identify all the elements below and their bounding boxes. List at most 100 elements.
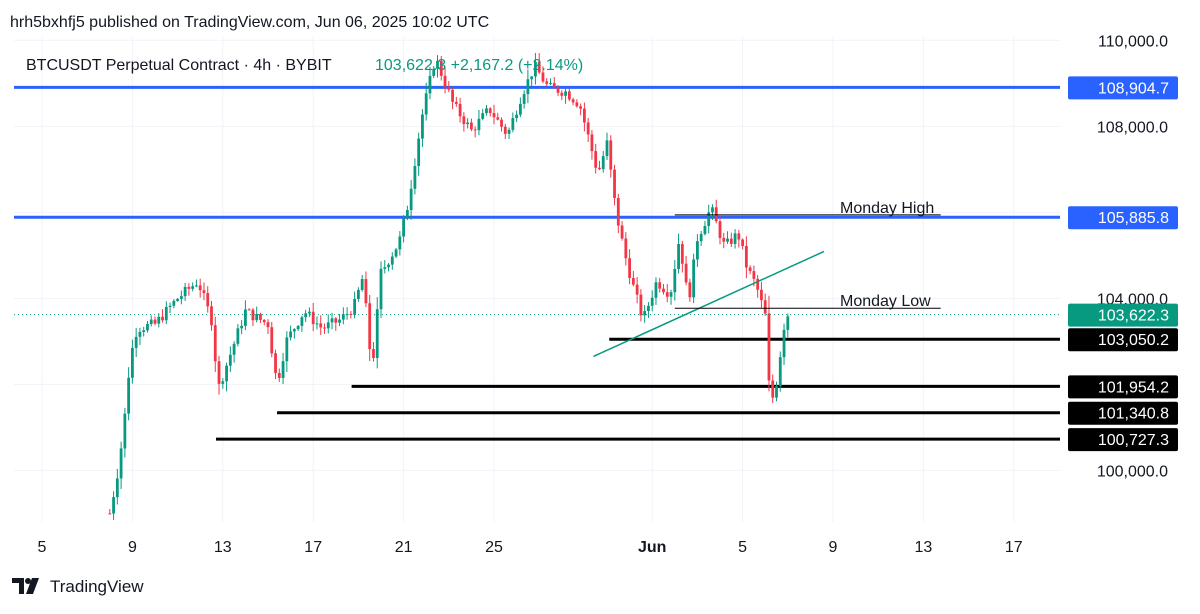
publisher-caption: hrh5bxhfj5 published on TradingView.com,…	[10, 14, 490, 31]
candle-body	[183, 286, 187, 297]
candle-body	[153, 319, 157, 324]
candle-body	[613, 169, 616, 198]
candle-body	[511, 118, 515, 130]
candle-body	[470, 122, 473, 130]
candle-body	[552, 83, 556, 88]
candle-body	[616, 197, 620, 226]
level-label-bg	[1068, 328, 1178, 352]
candle-body	[586, 122, 590, 135]
candle-body	[281, 361, 285, 378]
candle-body	[598, 167, 601, 170]
candle-body	[696, 241, 699, 260]
candle-body	[157, 316, 161, 324]
candle-body	[635, 284, 639, 295]
level-label-bg	[1068, 375, 1178, 399]
candle-body	[206, 293, 210, 307]
candle-body	[771, 380, 775, 398]
level-label-bg	[1068, 76, 1178, 100]
candle-body	[405, 210, 409, 219]
candle-body	[127, 377, 131, 414]
trendline	[593, 250, 825, 358]
candle-body	[142, 330, 146, 332]
candle-body	[424, 93, 428, 115]
candle-body	[364, 279, 368, 304]
candle-body	[236, 328, 240, 344]
level-label-bg	[1068, 206, 1178, 230]
candle-body	[647, 305, 650, 312]
price-tick-label: 110,000.0	[1098, 33, 1168, 50]
candle-body	[692, 259, 696, 298]
candle-body	[639, 294, 643, 316]
candle-body	[564, 91, 567, 96]
candle-body	[726, 238, 729, 242]
candle-body	[579, 106, 583, 109]
candle-body	[503, 126, 507, 134]
candle-body	[714, 207, 718, 222]
candle-body	[733, 233, 737, 244]
candle-body	[673, 269, 677, 293]
candle-body	[677, 243, 680, 270]
candle-body	[349, 314, 353, 316]
candle-body	[304, 313, 308, 318]
level-label-bg	[1068, 401, 1178, 425]
candle-body	[285, 337, 289, 362]
candle-body	[270, 327, 274, 354]
candle-body	[146, 324, 149, 331]
candle-body	[357, 289, 360, 299]
candle-body	[319, 323, 323, 328]
candle-body	[556, 87, 560, 93]
level-label-support-2: 101,954.2	[1098, 379, 1169, 396]
candle-body	[191, 286, 195, 289]
candle-body	[492, 113, 496, 118]
candle-body	[259, 314, 262, 320]
candle-body	[526, 79, 530, 95]
candle-body	[756, 278, 760, 290]
candle-body	[413, 165, 417, 189]
level-label-support-4: 100,727.3	[1098, 432, 1169, 449]
candle-body	[161, 316, 164, 321]
candle-body	[300, 317, 304, 326]
candle-body	[658, 282, 662, 289]
candle-body	[225, 365, 228, 382]
candle-body	[620, 225, 624, 239]
candle-body	[447, 86, 451, 90]
candle-body	[296, 325, 300, 330]
candle-body	[240, 325, 244, 329]
candle-body	[684, 263, 688, 283]
candle-body	[477, 118, 481, 131]
candle-body	[703, 225, 707, 235]
candle-body	[308, 311, 311, 314]
candle-body	[654, 282, 658, 298]
time-tick-label: 5	[738, 539, 747, 556]
candlestick-series	[108, 52, 790, 520]
candle-body	[360, 279, 364, 290]
tradingview-brand: TradingView	[50, 577, 144, 596]
candle-body	[680, 243, 684, 264]
candle-body	[628, 258, 631, 278]
legend-symbol: BTCUSDT Perpetual Contract · 4h · BYBIT	[26, 57, 332, 74]
candle-body	[522, 94, 526, 104]
candle-body	[624, 238, 628, 259]
price-tick-label: 100,000.0	[1097, 463, 1168, 480]
candle-body	[372, 349, 375, 358]
candle-body	[289, 331, 292, 338]
tradingview-logo[interactable]: TradingView	[12, 577, 144, 597]
time-tick-label: Jun	[638, 539, 666, 556]
candle-body	[763, 300, 767, 314]
candle-body	[748, 267, 752, 272]
candle-body	[323, 327, 326, 329]
candle-body	[244, 309, 247, 326]
candle-body	[650, 297, 654, 306]
candle-body	[485, 108, 488, 114]
candle-body	[131, 347, 134, 378]
candle-body	[217, 361, 221, 384]
candle-body	[665, 292, 669, 297]
legend-change-pct: (+2.14%)	[518, 57, 583, 74]
candle-body	[338, 319, 341, 323]
candle-body	[326, 322, 330, 329]
candle-body	[330, 318, 334, 323]
candle-body	[108, 513, 112, 515]
time-tick-label: 25	[485, 539, 503, 556]
candle-body	[187, 286, 191, 289]
